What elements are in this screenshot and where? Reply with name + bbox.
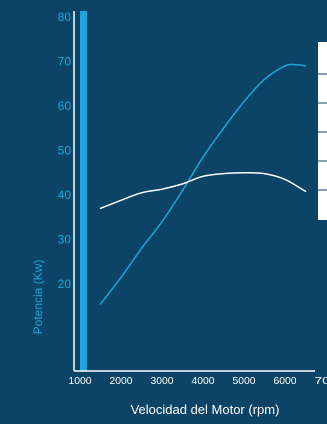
y-tick-label: 30 [58, 233, 72, 247]
x-tick-label: 700 [315, 375, 327, 387]
y-tick-label: 60 [58, 99, 72, 113]
y-tick-label: 20 [58, 277, 72, 291]
y-tick-label: 50 [58, 144, 72, 158]
y-tick-label: 70 [58, 55, 72, 69]
y-tick-label: 80 [58, 10, 72, 24]
x-tick-label: 3000 [151, 375, 174, 387]
legend-box [318, 42, 327, 220]
x-tick-label: 6000 [274, 375, 297, 387]
x-axis-title: Velocidad del Motor (rpm) [131, 402, 280, 417]
x-tick-label: 2000 [110, 375, 133, 387]
x-tick-label: 5000 [233, 375, 256, 387]
x-tick-label: 4000 [192, 375, 215, 387]
y-axis-title: Potencia (Kw) [31, 260, 45, 335]
left-accent-band [80, 11, 87, 371]
y-tick-label: 40 [58, 188, 72, 202]
x-tick-label: 1000 [69, 375, 92, 387]
